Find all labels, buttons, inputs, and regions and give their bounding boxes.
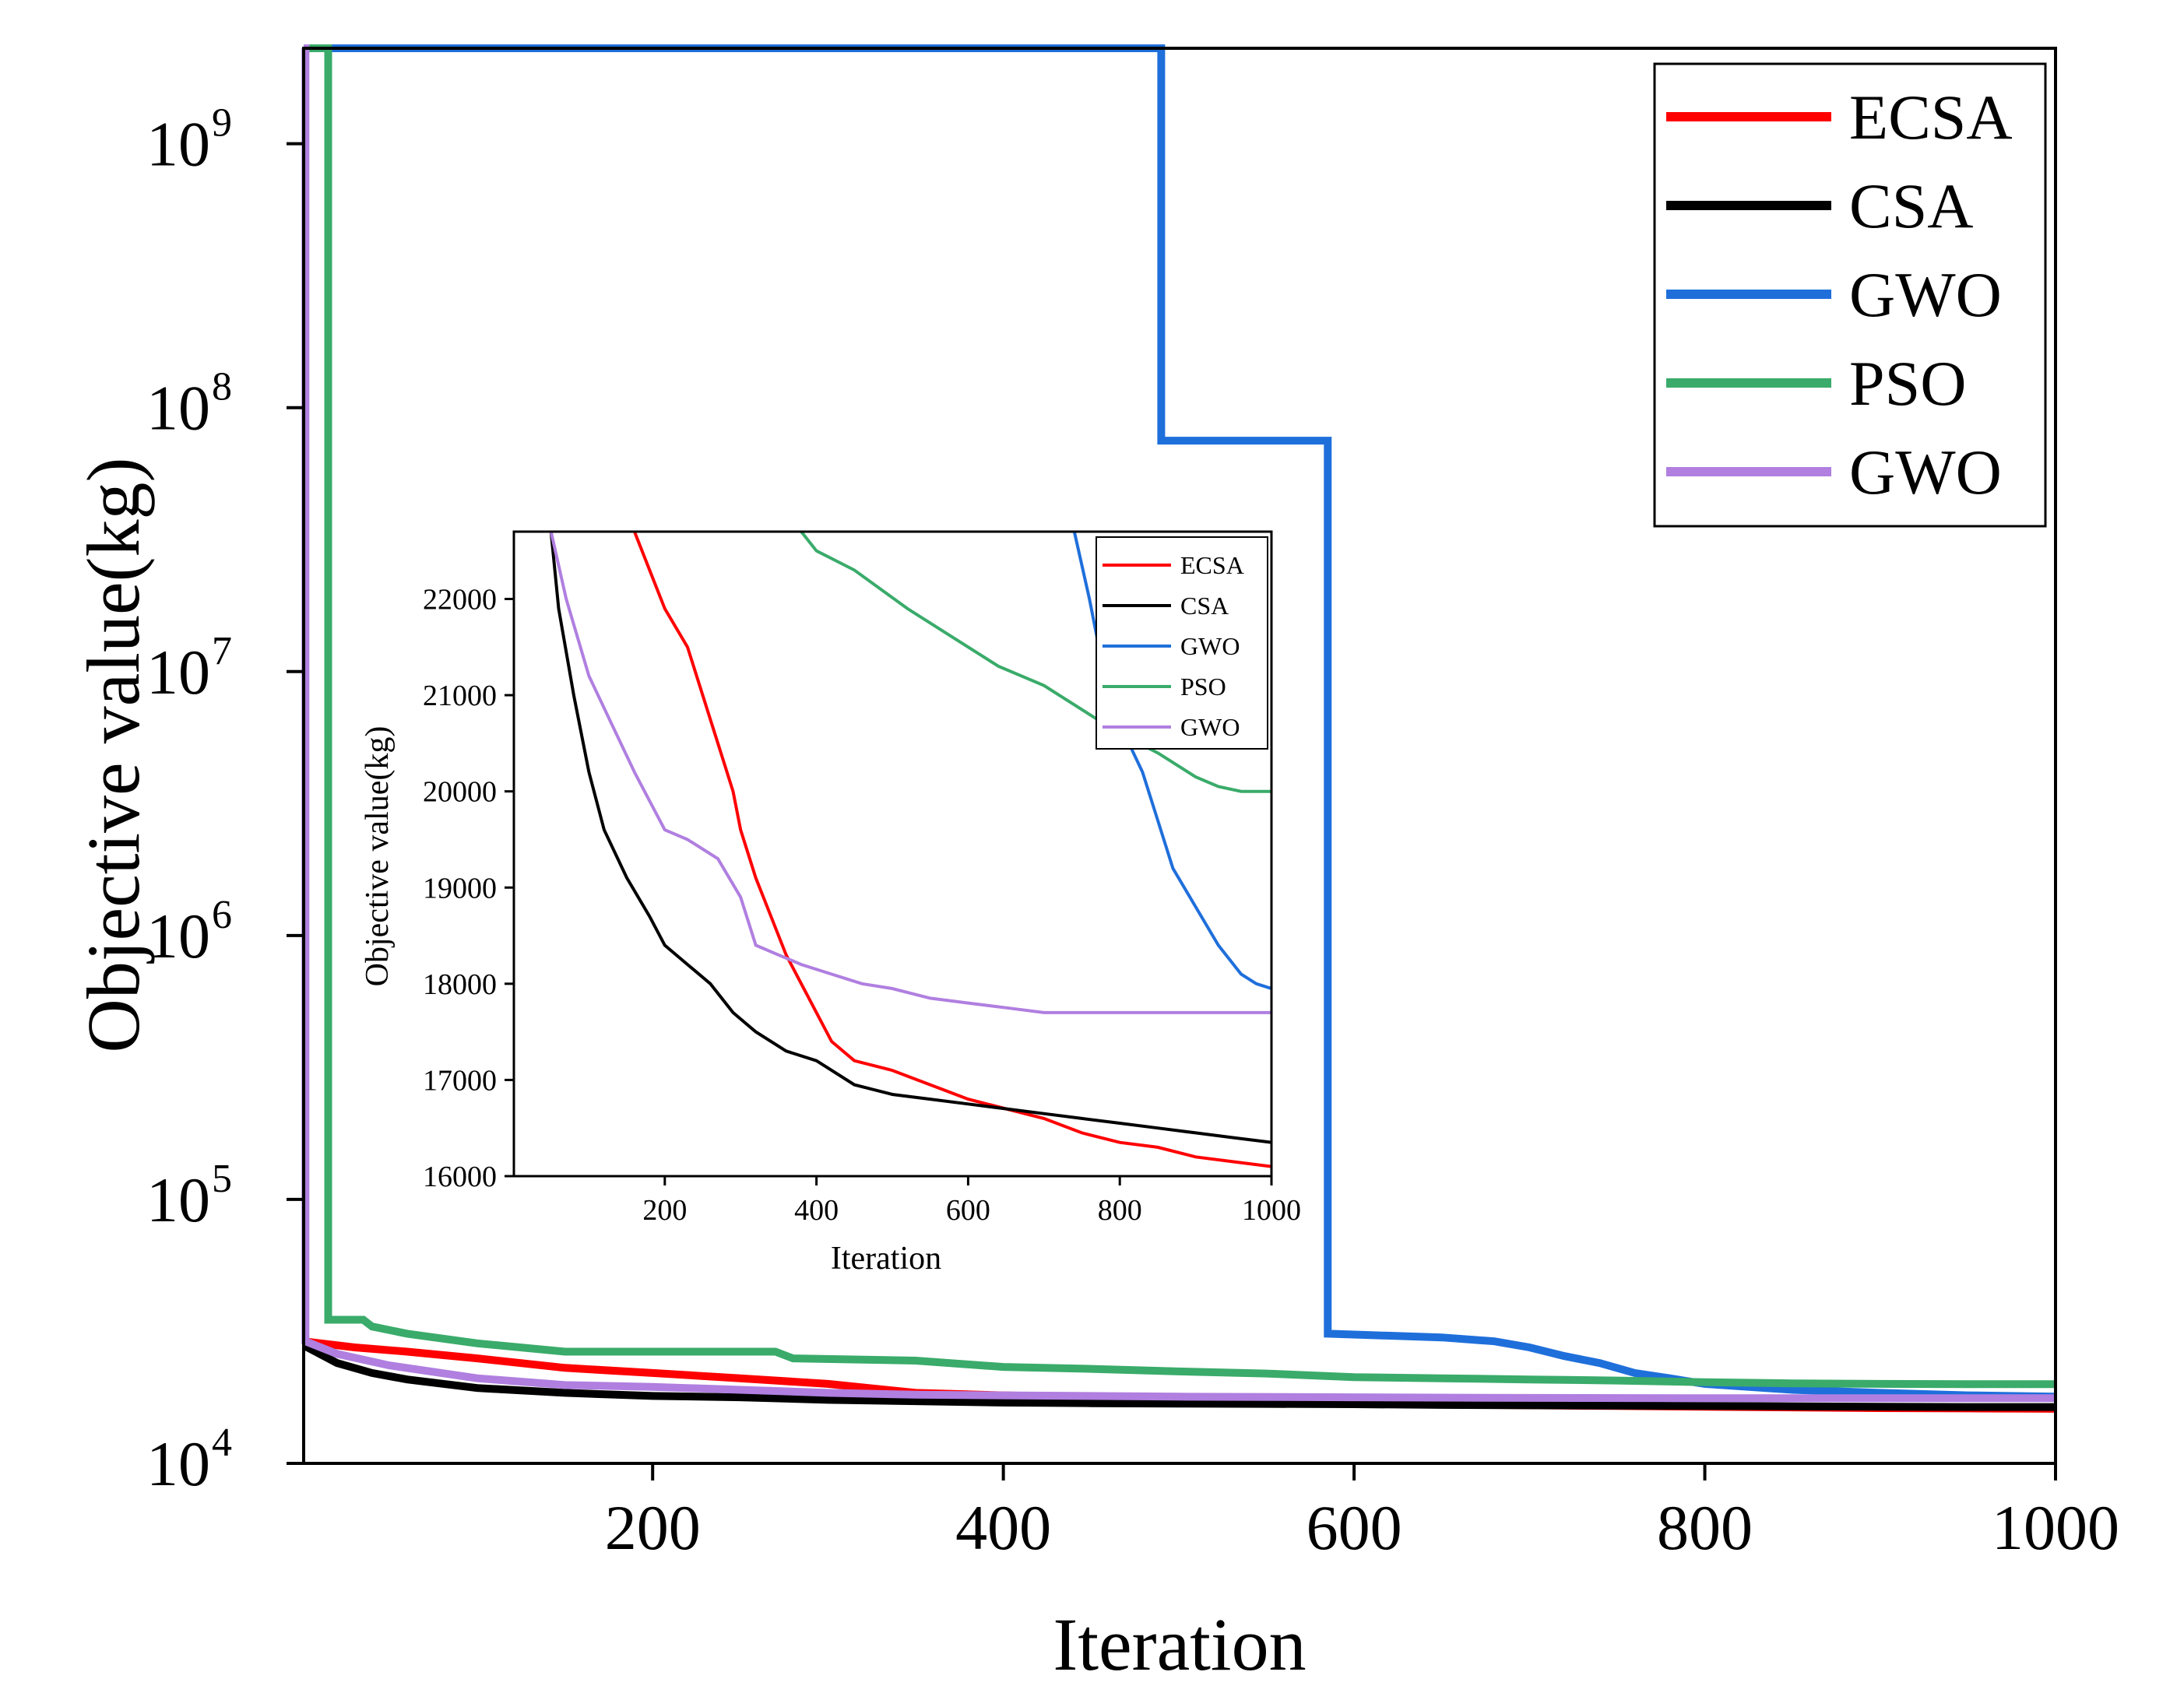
main-series-line-2 <box>304 44 2056 1401</box>
inset-y-tick-label: 22000 <box>423 584 497 616</box>
main-y-axis-label: Objective value(kg) <box>72 458 155 1053</box>
main-y-tick-label: 10 <box>146 373 210 444</box>
main-y-tick-exponent: 6 <box>212 893 232 937</box>
main-y-tick-label: 10 <box>146 1428 210 1499</box>
inset-y-tick-label: 19000 <box>423 872 497 904</box>
main-y-tick-exponent: 8 <box>212 365 232 409</box>
inset-x-tick-label: 800 <box>1098 1194 1142 1227</box>
main-series-line-1 <box>301 1341 2056 1411</box>
main-legend-items: ECSA CSA GWO PSO GWO <box>1666 82 2013 508</box>
inset-legend-label-4: GWO <box>1180 713 1240 741</box>
inset-y-tick-label: 20000 <box>423 776 497 809</box>
inset-series-line-0 <box>633 532 1271 1168</box>
inset-x-axis: 200 400 600 800 1000 <box>642 1176 1301 1227</box>
inset-x-tick-label: 400 <box>794 1194 839 1227</box>
inset-legend-items: ECSA CSA GWO PSO GWO <box>1103 551 1244 741</box>
main-y-tick-label: 10 <box>146 109 210 180</box>
main-x-tick-label: 200 <box>605 1492 701 1563</box>
main-y-tick-exponent: 7 <box>212 629 232 673</box>
inset-x-axis-label: Iteration <box>831 1241 941 1277</box>
inset-series-line-3 <box>800 532 1271 793</box>
main-x-tick-label: 600 <box>1307 1492 1402 1563</box>
main-x-axis-label: Iteration <box>1053 1603 1306 1686</box>
main-x-tick-label: 1000 <box>1992 1492 2119 1563</box>
main-legend-label-1: CSA <box>1849 170 1974 241</box>
main-series-line-4 <box>301 44 2056 1403</box>
inset-y-axis: 16000 17000 18000 19000 20000 21000 22000 <box>423 584 514 1193</box>
main-y-tick-label: 10 <box>146 901 210 971</box>
inset-x-tick-label: 1000 <box>1242 1194 1301 1227</box>
inset-y-tick-label: 18000 <box>423 968 497 1001</box>
inset-legend-label-3: PSO <box>1180 673 1226 701</box>
main-series-line-3 <box>304 44 2056 1389</box>
main-y-tick-label: 10 <box>146 1164 210 1235</box>
main-legend-label-3: PSO <box>1849 348 1966 419</box>
inset-legend: ECSA CSA GWO PSO GWO <box>1096 536 1268 750</box>
inset-series-group <box>549 532 1271 1168</box>
main-y-tick-exponent: 4 <box>212 1421 232 1465</box>
main-x-tick-label: 400 <box>955 1492 1051 1563</box>
main-legend-label-0: ECSA <box>1849 82 2013 153</box>
inset-y-tick-label: 21000 <box>423 680 497 712</box>
main-legend: ECSA CSA GWO PSO GWO <box>1653 62 2047 528</box>
main-series-group <box>301 44 2056 1413</box>
main-legend-label-2: GWO <box>1849 259 2002 330</box>
main-y-tick-exponent: 5 <box>212 1157 232 1201</box>
inset-series-clip <box>549 532 1271 1168</box>
inset-y-tick-label: 17000 <box>423 1064 497 1097</box>
inset-plot-frame <box>512 530 1273 1178</box>
inset-legend-label-0: ECSA <box>1180 551 1244 579</box>
inset-legend-box <box>1096 536 1268 750</box>
inset-series-line-1 <box>549 532 1271 1144</box>
main-plot-frame <box>302 47 2057 1465</box>
inset-series-line-4 <box>549 532 1271 1014</box>
main-legend-label-4: GWO <box>1849 437 2002 508</box>
inset-y-tick-label: 16000 <box>423 1161 497 1193</box>
inset-legend-label-1: CSA <box>1180 592 1229 620</box>
inset-chart: 200 400 600 800 1000 16000 17000 18000 19000 200… <box>360 530 1301 1277</box>
inset-x-tick-label: 200 <box>642 1194 687 1227</box>
main-y-tick-label: 10 <box>146 637 210 708</box>
main-y-tick-exponent: 9 <box>212 101 232 146</box>
inset-legend-label-2: GWO <box>1180 632 1240 660</box>
inset-x-tick-label: 600 <box>946 1194 990 1227</box>
main-x-tick-label: 800 <box>1657 1492 1753 1563</box>
inset-y-axis-label: Objective value(kg) <box>360 726 396 987</box>
main-x-axis: 200 400 600 800 1000 <box>605 1463 2119 1563</box>
